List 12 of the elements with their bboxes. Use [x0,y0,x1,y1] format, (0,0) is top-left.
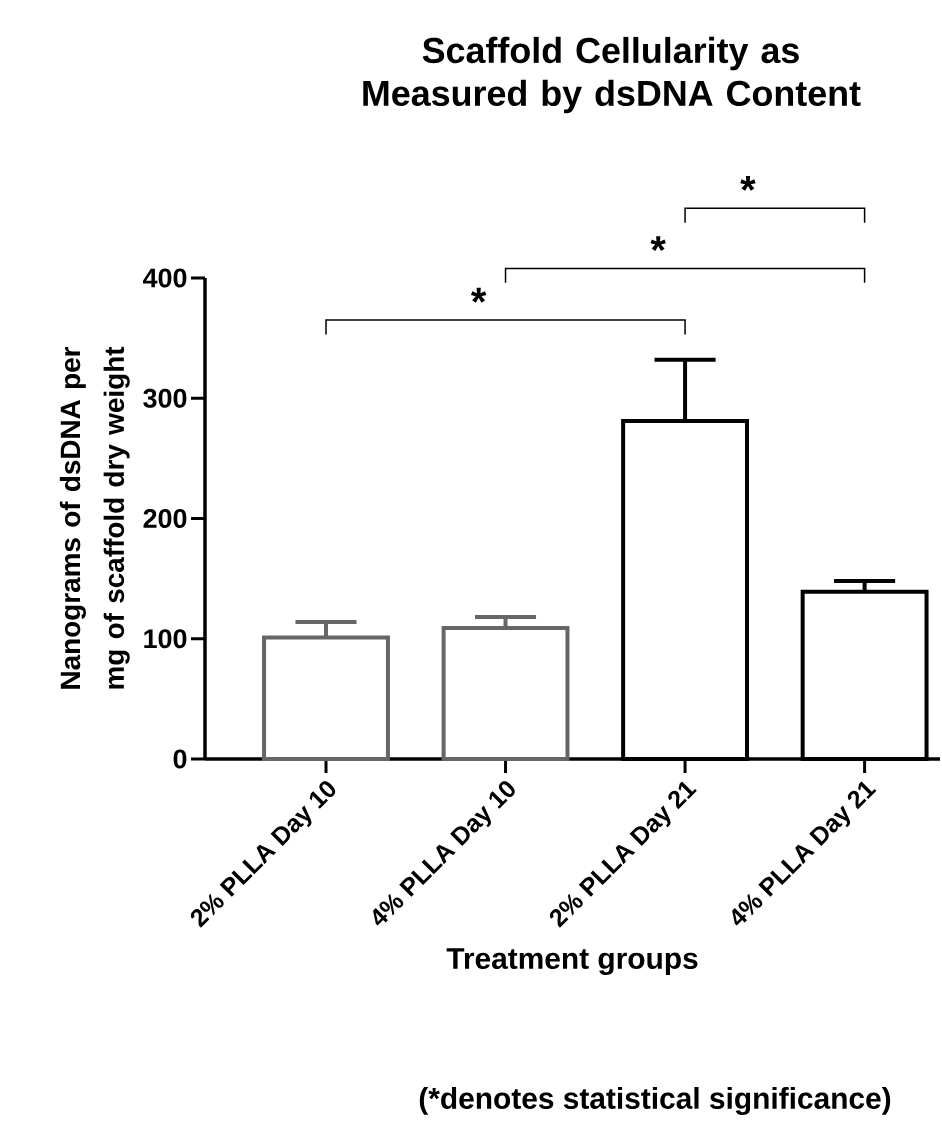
text: * [650,236,666,251]
text: (*denotes statistical significance) [419,1087,891,1115]
chart-title: Scaffold Cellularity as Measured by dsDNA Content [363,36,861,114]
y-tick-label: 0 [173,749,187,769]
y-tick-label: 200 [143,508,187,529]
annotation: * [471,287,487,303]
y-tick-label: 300 [143,388,187,408]
x-axis-title: Treatment groups [446,948,698,976]
y-tick-label: 400 [143,268,187,288]
y-axis-title: Nanograms of dsDNA per mg of scaffold dry weight [59,346,130,689]
y-tick-label: 100 [144,629,187,649]
text: * [740,176,756,191]
